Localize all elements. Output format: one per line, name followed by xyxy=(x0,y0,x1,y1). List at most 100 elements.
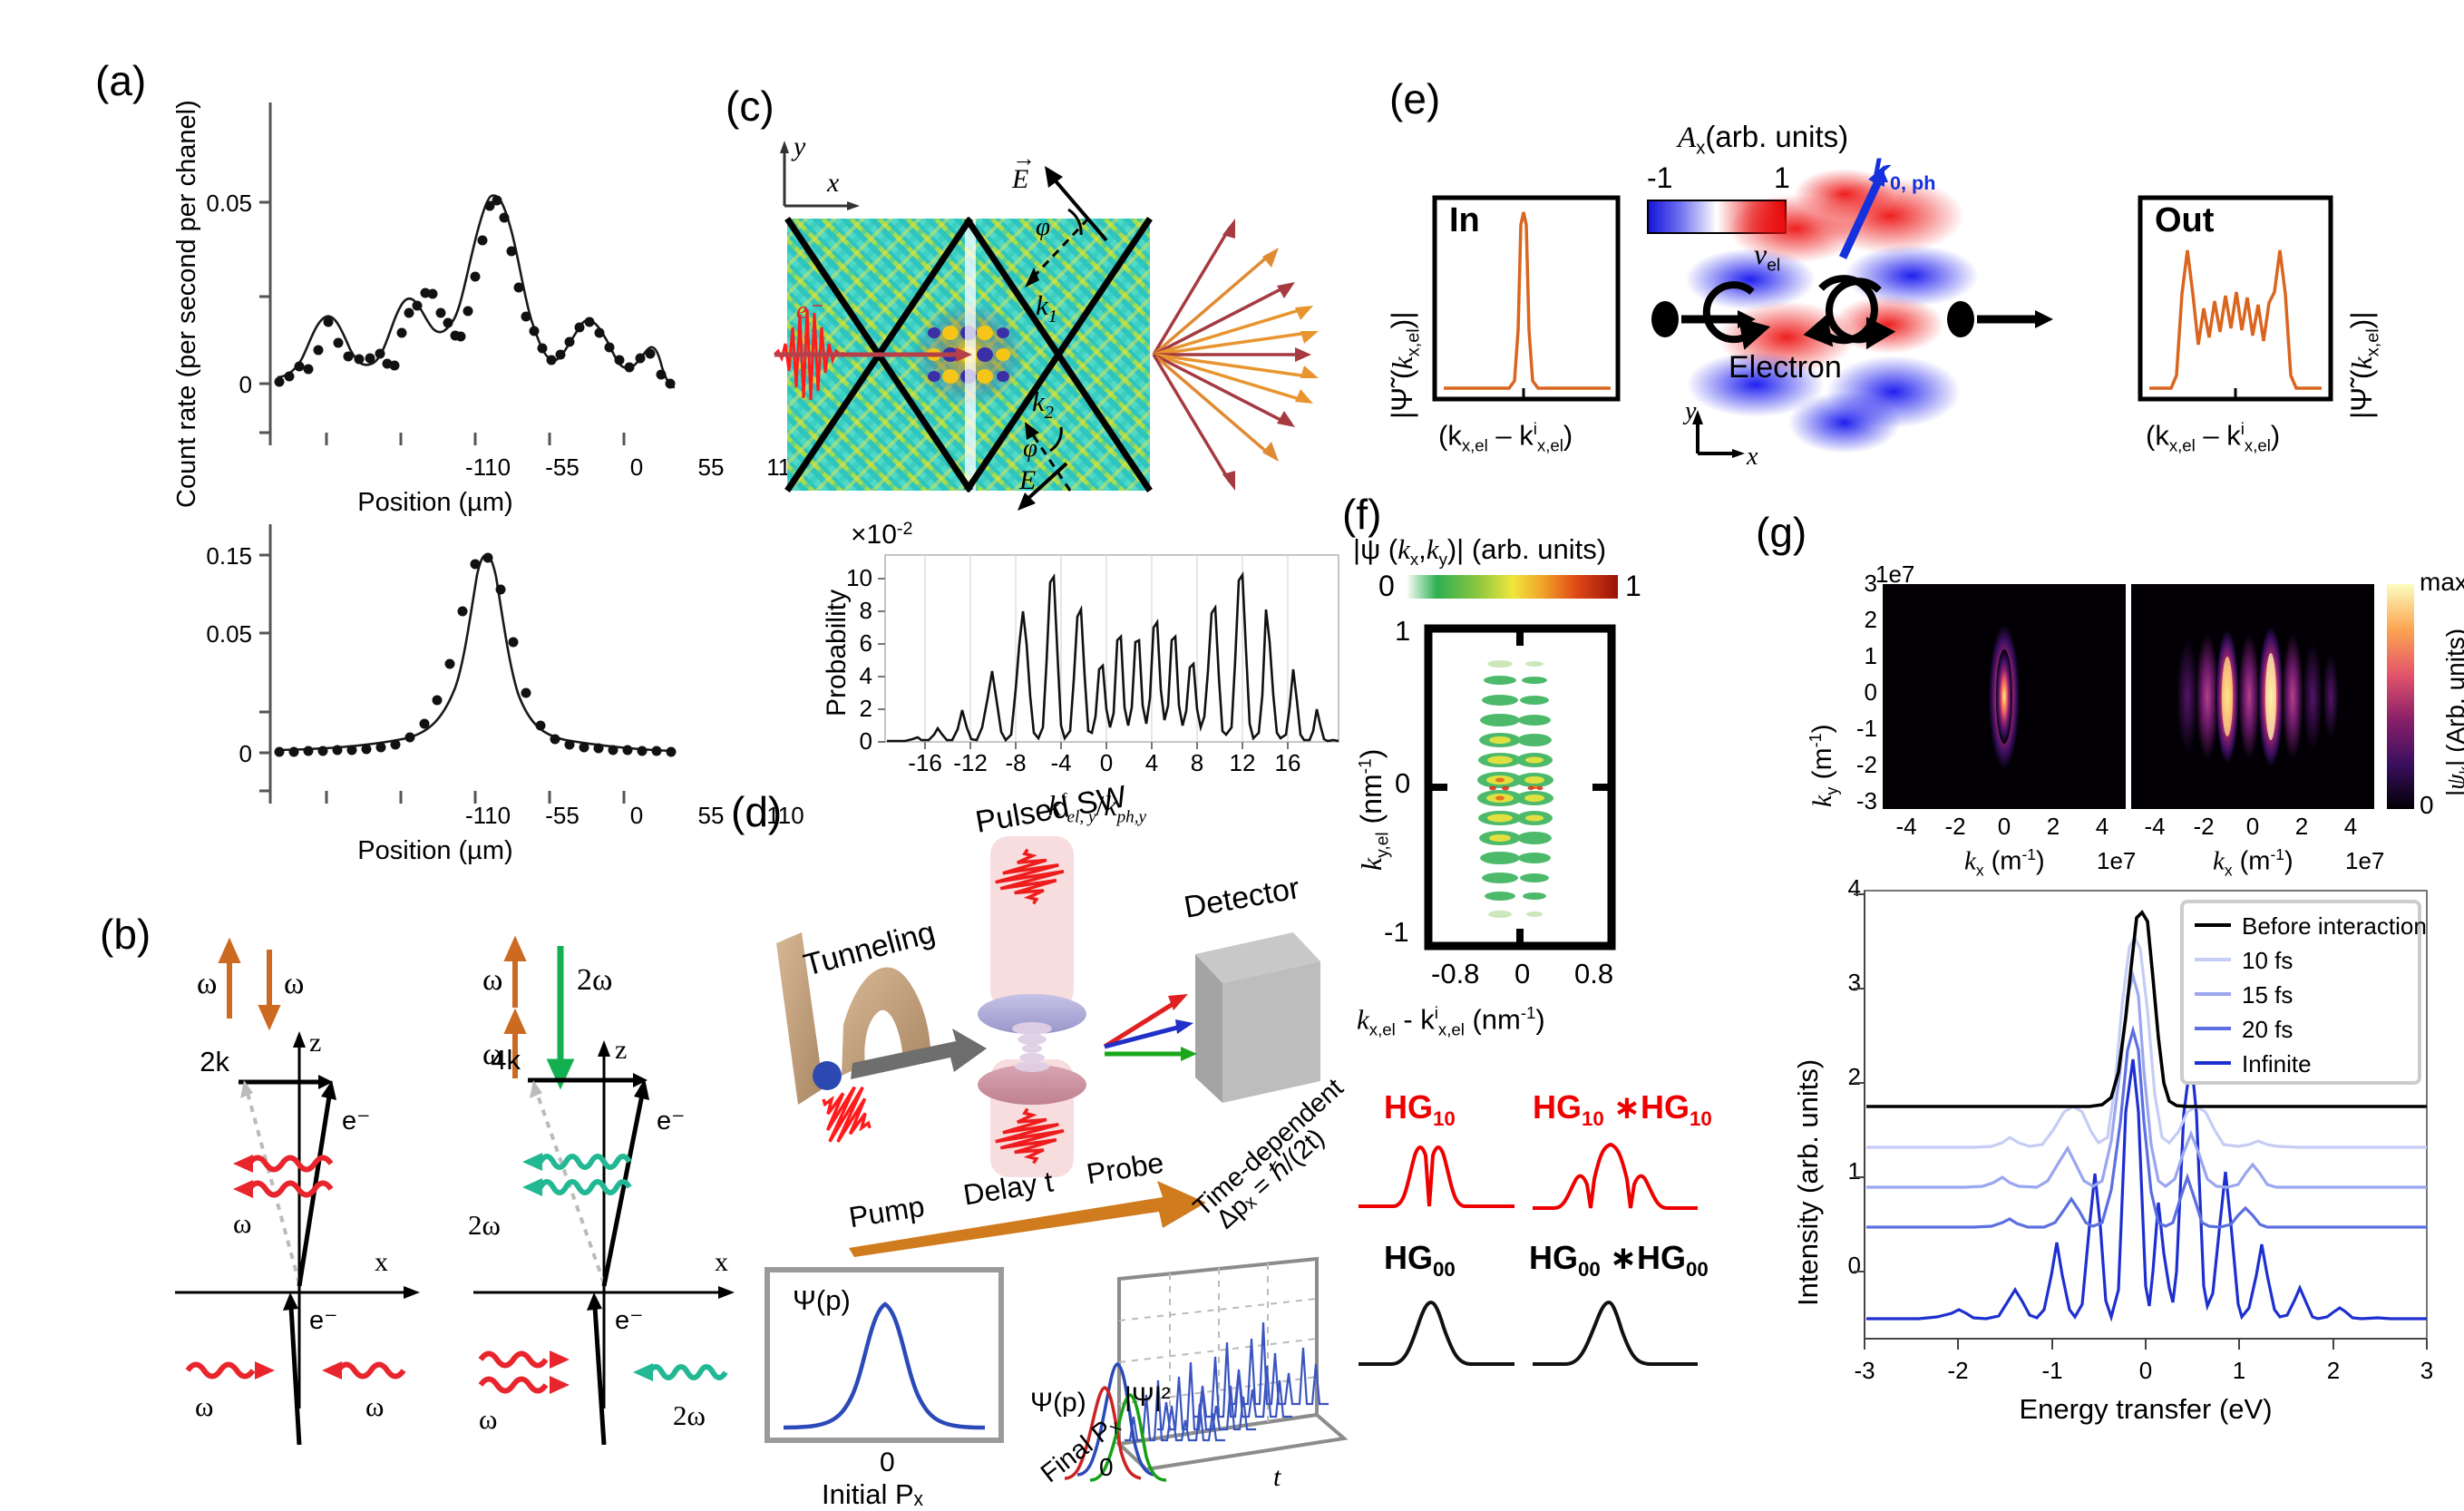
panel-d-waterfall-traces xyxy=(1125,1321,1329,1442)
panel-c-xtick--8: -8 xyxy=(1005,749,1026,776)
panel-a-top-xlabel: Position (µm) xyxy=(357,488,513,517)
panel-e-electron-in-icon xyxy=(1651,301,1679,337)
panel-e-electron-label: Electron xyxy=(1729,350,1842,385)
panel-e-in-ylabel: |Ψ̃ (kx,el)| xyxy=(1386,311,1424,419)
panel-g-curve-infinite xyxy=(1866,1057,2427,1322)
panel-g-heatmap-right xyxy=(2131,584,2374,809)
panel-c-E-top: E xyxy=(1011,164,1028,194)
panel-g-curve-before xyxy=(1866,910,2427,1108)
panel-g-heatmap-exp: 1e7 xyxy=(1875,561,1915,588)
panel-e-electron-out-icon xyxy=(1947,301,1974,337)
panel-b-label: (b) xyxy=(100,911,151,958)
panel-a-top-data-points xyxy=(274,195,676,389)
panel-a-bottom-xlabel: Position (µm) xyxy=(357,836,513,865)
panel-e-vel-label: vel xyxy=(1754,238,1781,276)
panel-g-cbar-label: |ψk| (Arb. units) xyxy=(2441,628,2464,796)
panel-f-label: (f) xyxy=(1342,491,1382,538)
panel-c-k2-label: k2 xyxy=(1032,385,1054,423)
panel-e-in-plot xyxy=(1432,195,1621,402)
panel-g-heatmap-left-xlabel: kx (m-1) xyxy=(1964,845,2045,880)
omega-up-arrow-2-icon xyxy=(503,1008,527,1078)
panel-d: (d) Tunneling xyxy=(726,762,1360,1510)
panel-e-out-ylabel: |Ψ̃ (kx,el)| xyxy=(2345,311,2383,419)
panel-c-xtick-8: 8 xyxy=(1191,749,1203,776)
panel-c-ytick-6: 6 xyxy=(860,629,872,657)
panel-a-top-ytick-005: 0.05 xyxy=(206,190,252,217)
panel-d-initial-zero: 0 xyxy=(880,1448,895,1477)
panel-b-left-z-axis: z xyxy=(309,1028,321,1058)
panel-g-heatmap-right-xticks: -4 -2 0 2 4 xyxy=(2144,813,2358,840)
panel-c-chart-scale: ×10-2 xyxy=(851,519,913,550)
panel-b-left-omega-br: ω xyxy=(365,1390,384,1422)
panel-b-right-x-axis: x xyxy=(715,1247,728,1277)
panel-f-hg10-curve xyxy=(1359,1145,1514,1208)
panel-b-right-omega-2: ω xyxy=(482,1038,502,1071)
panel-c-ytick-2: 2 xyxy=(860,695,872,722)
panel-d-psi-p-left-label: Ψ(p) xyxy=(793,1284,851,1316)
panel-c-x-axis: x xyxy=(826,168,840,198)
panel-f-colorbar xyxy=(1407,575,1618,599)
omega-up-arrow-1-icon xyxy=(503,935,527,1008)
panel-f: (f) |ψ (kx,ky)| (arb. units) 0 1 ky,el (… xyxy=(1342,490,1723,1478)
panel-c: (c) y x xyxy=(716,73,1360,826)
panel-b-left-omega-left: ω xyxy=(197,967,217,1000)
panel-c-xtick--16: -16 xyxy=(908,749,942,776)
panel-e-field-interaction xyxy=(1651,165,2053,458)
panel-g-heatmap-yticks: 3 2 1 0 -1 -2 -3 xyxy=(1855,570,1877,814)
panel-b-right-electron-bottom: e⁻ xyxy=(615,1306,643,1335)
panel-b-left-electron-bottom: e⁻ xyxy=(309,1306,337,1335)
panel-b-right-omega-bl: ω xyxy=(479,1403,497,1435)
panel-g-legend-label-0: Before interaction xyxy=(2242,912,2427,940)
two-omega-down-arrow-icon xyxy=(546,946,575,1090)
panel-g-spectrum-ylabel: Intensity (arb. units) xyxy=(1792,1058,1824,1306)
panel-b-right-electron-top: e⁻ xyxy=(657,1106,685,1136)
panel-f-interference-lobes xyxy=(1477,660,1553,918)
panel-d-initial-psi-plot xyxy=(765,1267,1004,1443)
panel-g-heatmap-left-xexp: 1e7 xyxy=(2097,847,2137,874)
panel-g-legend-label-4: Infinite xyxy=(2242,1050,2312,1077)
omega-up-arrow-icon xyxy=(218,937,241,1019)
omega-down-arrow-icon xyxy=(258,950,281,1031)
panel-a-ylabel: Count rate (per second per chanel) xyxy=(172,100,201,508)
panel-c-E-top-arrow-icon: → xyxy=(1012,144,1036,171)
panel-b-right-z-axis: z xyxy=(615,1035,627,1065)
panel-a-top-plot: 0.05 0 xyxy=(206,102,676,445)
panel-g-legend-label-3: 20 fs xyxy=(2242,1016,2293,1043)
panel-c-xtick-12: 12 xyxy=(1230,749,1256,776)
panel-c-probability-trace xyxy=(887,570,1339,743)
panel-e-in-label: In xyxy=(1449,201,1480,239)
panel-c-E-bottom: E xyxy=(1018,465,1036,495)
panel-g-legend-label-1: 10 fs xyxy=(2242,947,2293,974)
panel-a-bottom-plot: 0.15 0.05 0 xyxy=(206,524,677,804)
panel-b-left-diagram: ω ω z x 2k e⁻ e⁻ ω xyxy=(175,937,420,1446)
panel-b: (b) ω ω z x 2k e⁻ e⁻ xyxy=(100,884,753,1465)
panel-g-legend-label-2: 15 fs xyxy=(2242,981,2293,1009)
panel-g-heatmap-left xyxy=(1883,584,2126,809)
panel-d-sw-pulse-bottom-icon xyxy=(995,1107,1065,1165)
panel-e-k0ph-label: k0, ph xyxy=(1872,152,1936,195)
panel-f-xticks: -0.8 0 0.8 xyxy=(1431,958,1614,989)
panel-c-ytick-8: 8 xyxy=(860,597,872,624)
panel-c-xtick--12: -12 xyxy=(953,749,988,776)
panel-g-curve-15fs xyxy=(1866,970,2427,1189)
panel-e-in-xlabel: (kx,el – kix,el) xyxy=(1438,419,1573,455)
panel-c-xtick-16: 16 xyxy=(1275,749,1301,776)
panel-a-top-ytick-0: 0 xyxy=(239,371,252,398)
panel-d-pump-probe-arrow xyxy=(849,1181,1206,1257)
panel-e-colorbar-title: Ax(arb. units) xyxy=(1678,120,1849,159)
panel-c-y-axis: y xyxy=(791,132,806,161)
panel-f-xlabel: kx,el - kix,el (nm-1) xyxy=(1357,1003,1545,1039)
panel-a-label: (a) xyxy=(95,57,147,104)
panel-d-sw-pulse-top-icon xyxy=(995,848,1065,905)
panel-e-circulation-arrows xyxy=(1702,275,1896,350)
panel-b-left-2k-label: 2k xyxy=(200,1046,229,1077)
panel-c-chart-xlabel: kfel, y/kph,y xyxy=(1047,789,1147,827)
panel-c-k1-label: k1 xyxy=(1036,289,1057,327)
panel-c-phi-top: φ xyxy=(1036,212,1050,241)
panel-g-spectrum-xticks: -3 -2 -1 0 1 2 3 xyxy=(1854,1357,2434,1384)
panel-b-left-electron-top: e⁻ xyxy=(342,1106,370,1136)
panel-f-hg00-conv-curve xyxy=(1533,1300,1698,1366)
panel-d-final-zero: 0 xyxy=(1099,1453,1114,1481)
panel-b-right-omega-1: ω xyxy=(482,963,502,997)
panel-f-ytick--1: -1 xyxy=(1384,916,1409,948)
